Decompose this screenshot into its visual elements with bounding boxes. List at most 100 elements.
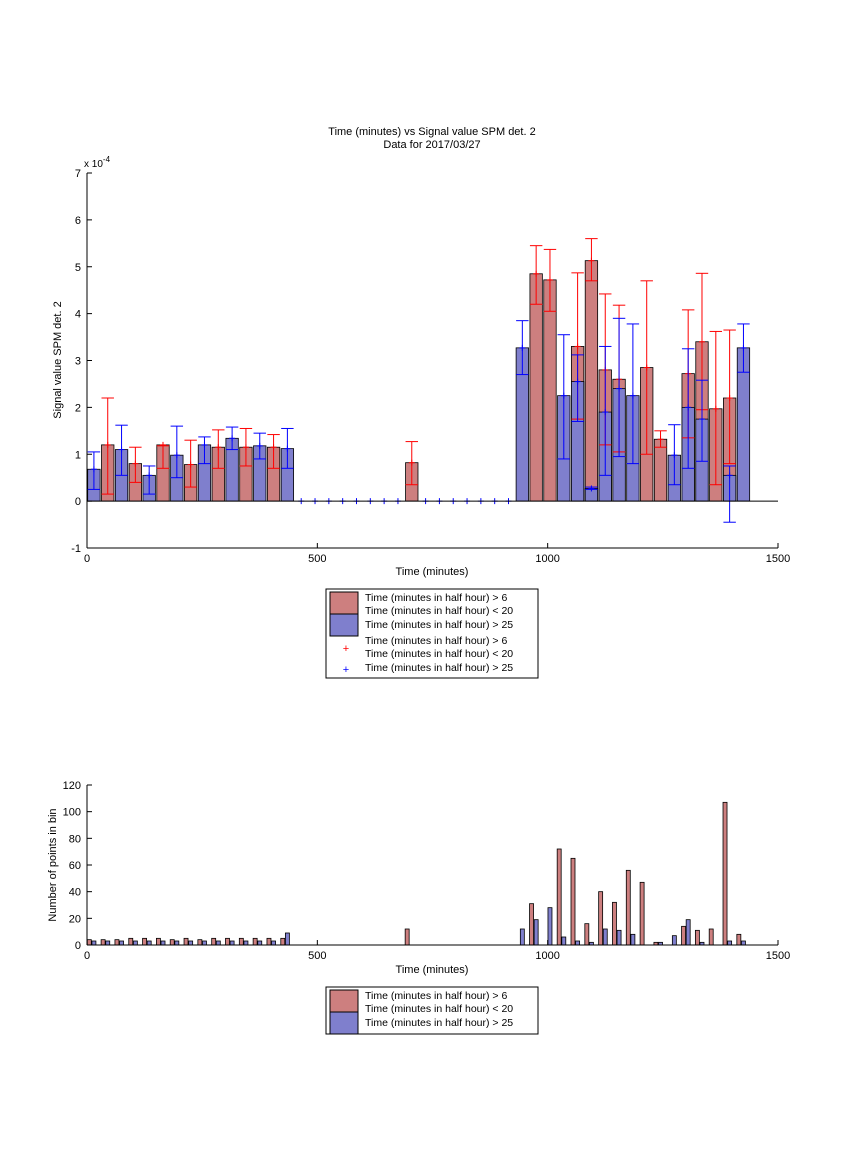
red-bar — [543, 279, 557, 502]
red-count-bar — [612, 901, 617, 946]
blue-count-bar — [602, 928, 608, 946]
legend-swatch-blue — [329, 613, 359, 637]
blue-count-bar — [271, 940, 276, 946]
blue-count-bar — [533, 919, 539, 946]
y-tick-label: 4 — [75, 309, 81, 321]
legend-entry-2: Time (minutes in half hour) < 20 — [365, 605, 513, 617]
blue-count-bar — [561, 936, 567, 946]
red-count-bar — [114, 939, 120, 946]
x-tick-label: 500 — [308, 950, 326, 962]
x-axis-label: Time (minutes) — [396, 566, 469, 578]
red-count-bar — [169, 939, 175, 946]
red-count-bar — [142, 937, 147, 946]
y-tick-label: 20 — [69, 913, 81, 925]
red-count-bar — [238, 937, 244, 946]
blue-count-bar — [229, 940, 235, 946]
legend-entry-5: Time (minutes in half hour) < 20 — [365, 648, 513, 660]
blue-count-bar — [547, 907, 553, 946]
red-count-bar — [211, 937, 217, 946]
legend-marker-blue: + — [343, 664, 349, 676]
y-tick-label: 80 — [69, 833, 81, 845]
red-count-bar — [404, 928, 410, 946]
y-tick-label: 100 — [63, 807, 81, 819]
red-bar-group — [101, 260, 737, 502]
red-count-bar — [183, 937, 189, 946]
red-count-bar — [529, 903, 534, 946]
blue-count-bar — [132, 940, 138, 946]
red-count-bar — [736, 933, 742, 946]
red-count-bar — [681, 925, 686, 946]
y-tick-label: 0 — [75, 940, 81, 952]
red-count-bar — [598, 891, 604, 946]
red-count-bar — [570, 857, 576, 946]
y-axis-label: Number of points in bin — [47, 808, 59, 921]
x-tick-label: 1000 — [535, 950, 559, 962]
count-bar-group — [86, 801, 746, 946]
blue-count-bar — [91, 940, 97, 946]
blue-count-bar — [671, 935, 677, 946]
legend-swatch-blue — [329, 1011, 359, 1035]
y-exponent-label: x 10-4 — [84, 155, 111, 170]
blue-count-bar — [741, 940, 746, 946]
y-tick-label: 0 — [75, 496, 81, 508]
red-count-bar — [156, 937, 161, 946]
red-count-bar — [100, 939, 106, 946]
legend-box — [325, 588, 539, 679]
blue-count-bar — [188, 940, 194, 946]
count-chart: 0 500 1000 1500 0 20 40 60 80 100 120 Time (minute… — [47, 780, 791, 1035]
signal-chart: Time (minutes) vs Signal value SPM det. … — [52, 126, 790, 679]
legend-entry-1: Time (minutes in half hour) > 6 — [365, 592, 507, 604]
red-count-bar — [225, 937, 230, 946]
y-tick-label: -1 — [71, 543, 81, 555]
legend-entry-2: Time (minutes in half hour) < 20 — [365, 1003, 513, 1015]
y-tick-label: 5 — [75, 262, 81, 274]
red-bar — [653, 438, 668, 502]
blue-count-bar — [215, 940, 221, 946]
axes: 0 500 1000 1500 0 20 40 60 80 100 120 — [63, 780, 791, 962]
y-tick-label: 3 — [75, 356, 81, 368]
blue-count-bar — [257, 940, 263, 946]
red-count-bar — [266, 937, 272, 946]
red-count-bar — [625, 869, 631, 946]
blue-count-bar — [630, 933, 636, 946]
blue-count-bar — [284, 932, 290, 946]
blue-count-bar — [105, 940, 111, 946]
x-tick-label: 1000 — [535, 553, 559, 565]
red-count-bar — [708, 928, 714, 946]
legend-entry-1: Time (minutes in half hour) > 6 — [365, 990, 507, 1002]
blue-count-bar — [174, 940, 180, 946]
red-count-bar — [252, 937, 258, 946]
red-count-bar — [556, 848, 562, 946]
blue-count-bar — [519, 928, 525, 946]
legend-signal: + + Time (minutes in half hour) > 6 Time… — [325, 588, 539, 679]
red-count-bar — [694, 929, 700, 946]
legend-marker-red: + — [343, 643, 349, 655]
y-tick-label: 60 — [69, 860, 81, 872]
y-tick-label: 7 — [75, 168, 81, 180]
legend-entry-4: Time (minutes in half hour) > 6 — [365, 635, 507, 647]
y-tick-label: 120 — [63, 780, 81, 792]
blue-count-bar — [727, 940, 733, 946]
x-tick-label: 0 — [84, 950, 90, 962]
blue-count-bar — [243, 940, 249, 946]
red-count-bar — [722, 801, 728, 946]
red-count-bar — [584, 923, 590, 946]
red-count-bar — [128, 937, 134, 946]
legend-entry-6: Time (minutes in half hour) > 25 — [365, 662, 513, 674]
red-bar — [584, 260, 599, 502]
y-tick-label: 1 — [75, 449, 81, 461]
blue-errorbar-group — [87, 317, 750, 523]
legend-count: Time (minutes in half hour) > 6 Time (mi… — [325, 986, 539, 1035]
blue-count-bar — [616, 929, 622, 946]
y-tick-label: 6 — [75, 215, 81, 227]
blue-count-bar — [160, 940, 166, 946]
red-count-bar — [86, 939, 92, 946]
y-tick-label: 40 — [69, 887, 81, 899]
legend-entry-3: Time (minutes in half hour) > 25 — [365, 619, 513, 631]
x-axis-label: Time (minutes) — [396, 964, 469, 976]
blue-count-bar — [202, 940, 207, 946]
chart-title: Time (minutes) vs Signal value SPM det. … — [328, 126, 535, 138]
red-count-bar — [197, 939, 203, 946]
